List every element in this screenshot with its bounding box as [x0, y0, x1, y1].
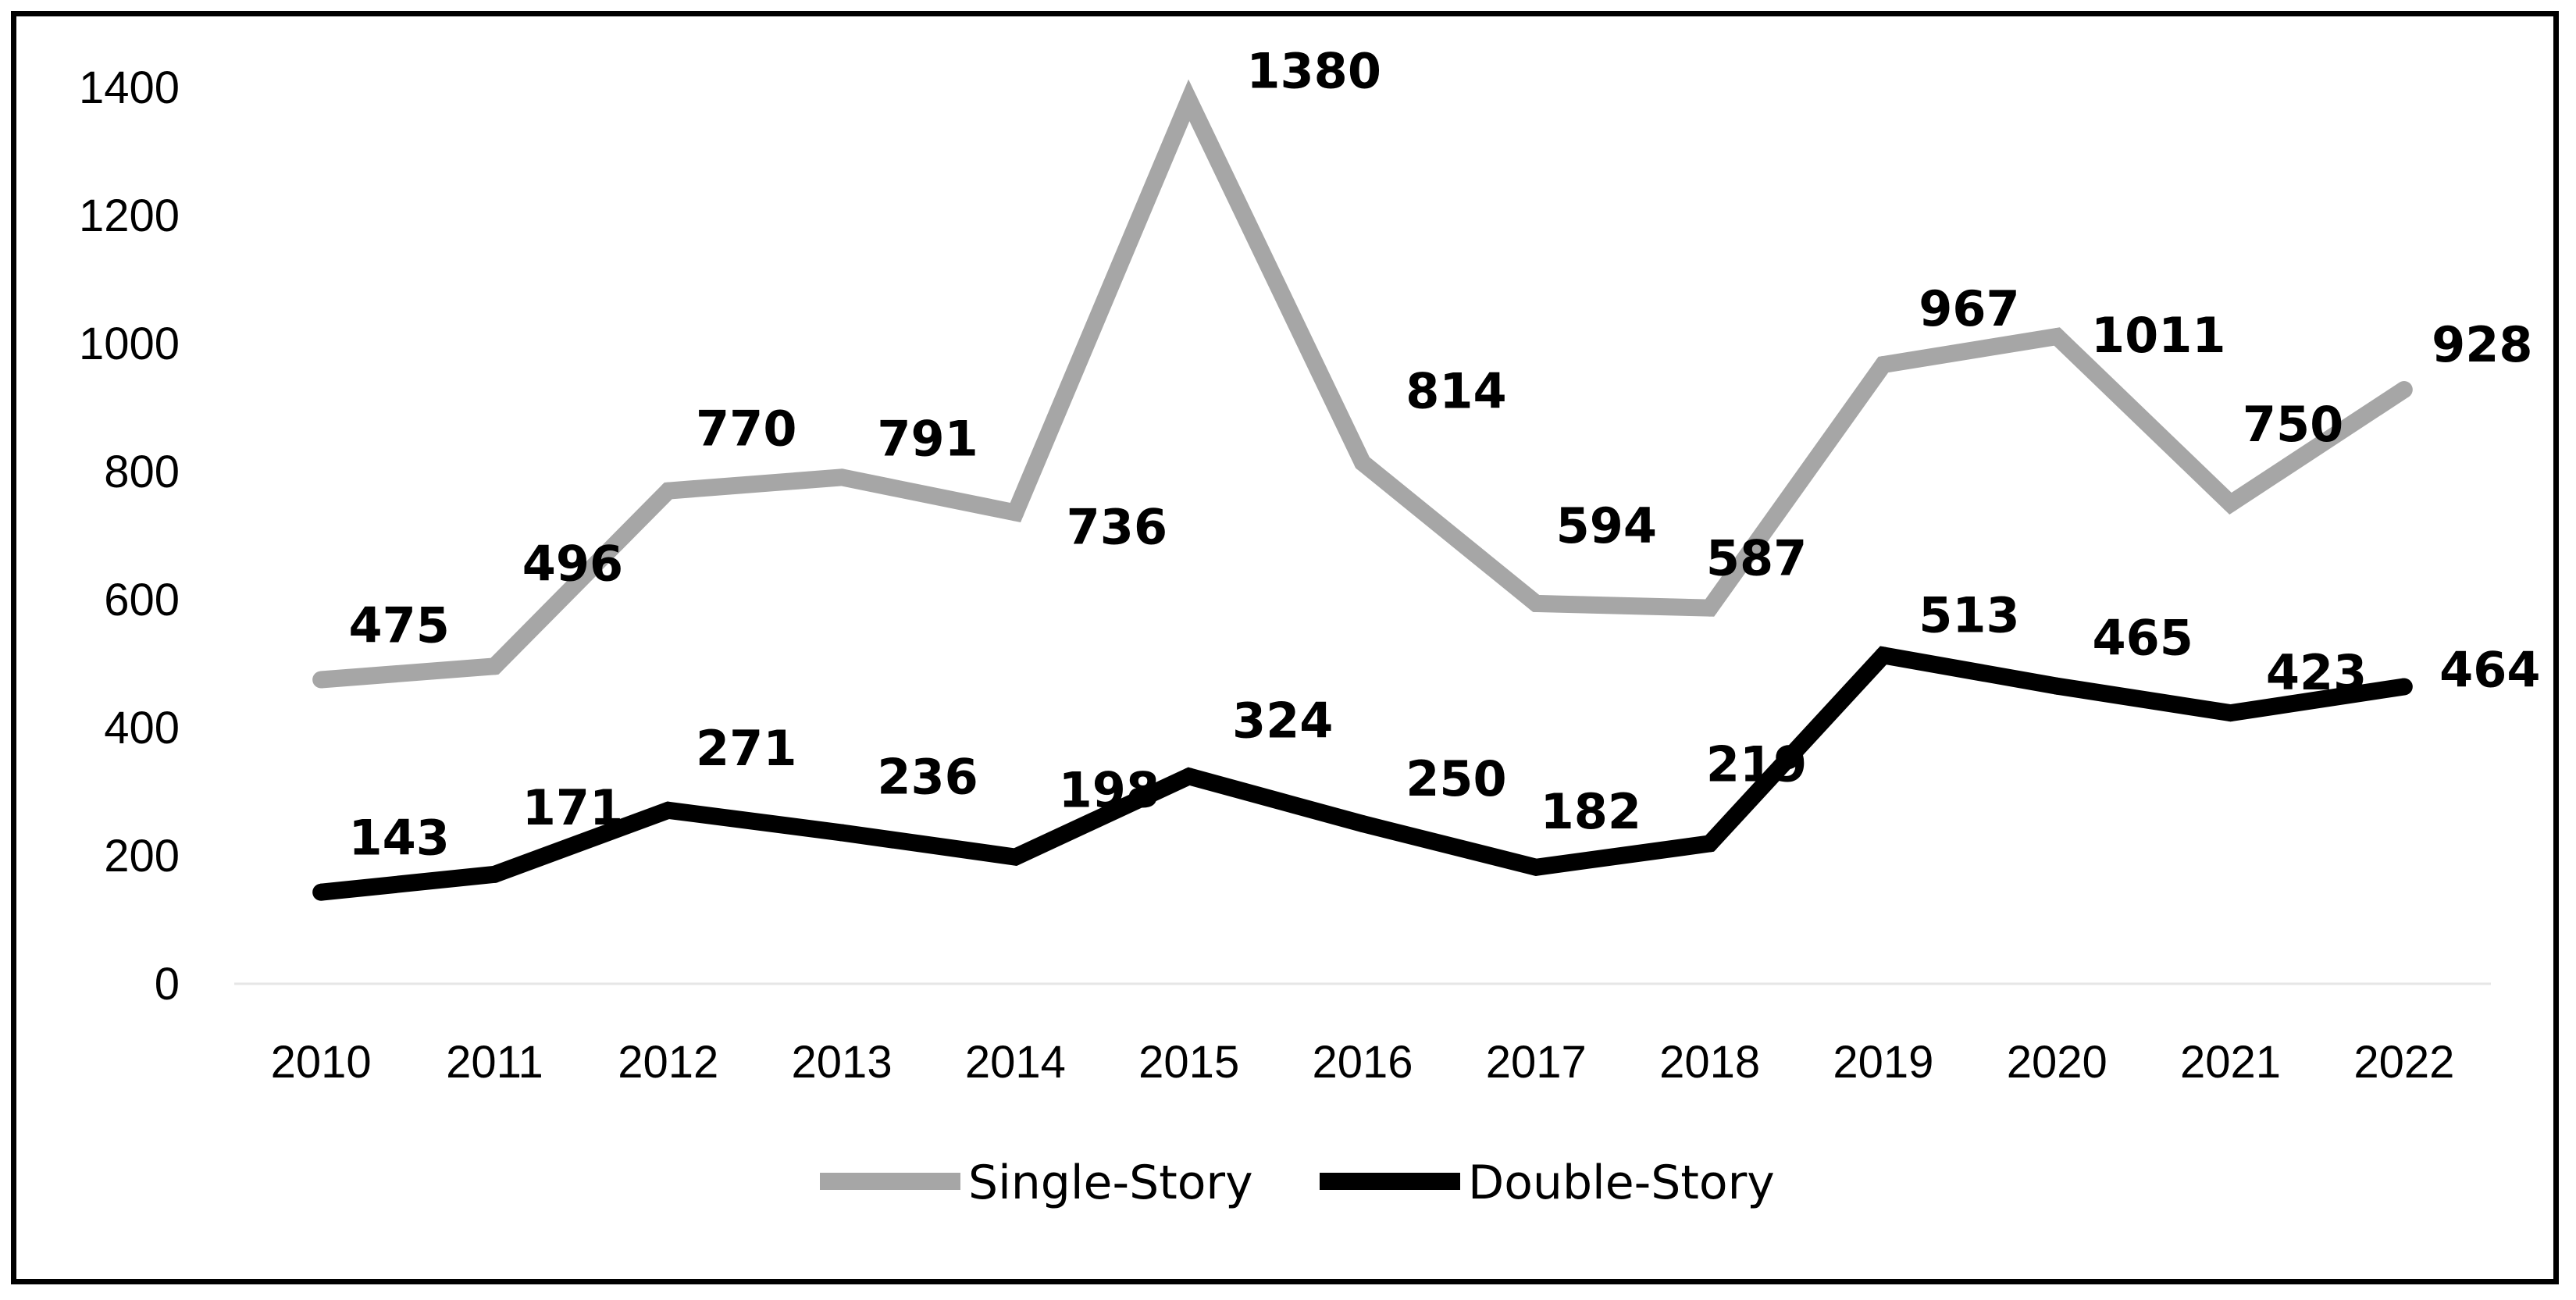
- data-label: 143: [348, 810, 449, 867]
- data-point: [2395, 678, 2413, 696]
- data-label: 770: [696, 401, 796, 458]
- data-point: [1874, 356, 1892, 374]
- data-point: [1354, 454, 1371, 472]
- data-label: 475: [348, 597, 449, 654]
- legend-item-single-story-label: Single-Story: [968, 1156, 1253, 1210]
- data-point: [486, 865, 504, 883]
- x-tick-label: 2013: [792, 1037, 893, 1088]
- data-point: [2221, 495, 2239, 512]
- y-tick-label: 400: [104, 703, 180, 753]
- data-point: [1180, 768, 1198, 785]
- y-tick-label: 600: [104, 575, 180, 625]
- data-label: 219: [1706, 735, 1807, 792]
- data-label: 236: [877, 748, 978, 805]
- x-tick-label: 2014: [965, 1037, 1066, 1088]
- data-point: [833, 824, 851, 842]
- data-label: 791: [877, 410, 978, 467]
- data-label: 736: [1067, 498, 1167, 555]
- data-label: 594: [1556, 497, 1657, 554]
- data-point: [2221, 704, 2239, 722]
- data-point: [1701, 599, 1719, 617]
- data-label: 750: [2243, 396, 2343, 453]
- x-tick-label: 2018: [1659, 1037, 1760, 1088]
- data-label: 171: [522, 779, 623, 836]
- legend-item-double-story-label: Double-Story: [1468, 1156, 1775, 1210]
- y-tick-label: 1000: [79, 319, 180, 369]
- axis-layer: 0 200 400 600 800 1000 1200 1400 2010 2011 2012 201…: [79, 62, 2491, 1088]
- data-label: 1380: [1246, 42, 1381, 99]
- data-point: [1354, 815, 1371, 832]
- data-point: [1527, 594, 1545, 612]
- data-label: 198: [1059, 762, 1160, 819]
- y-tick-label: 1400: [79, 62, 180, 113]
- y-tick-label: 200: [104, 831, 180, 882]
- x-tick-label: 2022: [2353, 1037, 2454, 1088]
- x-tick-label: 2016: [1312, 1037, 1413, 1088]
- data-point: [1180, 91, 1198, 109]
- data-point: [312, 671, 330, 689]
- data-point: [486, 657, 504, 675]
- series-layer: [312, 79, 2413, 901]
- data-point: [1007, 848, 1024, 866]
- data-point: [1527, 858, 1545, 876]
- data-label: 250: [1406, 750, 1506, 807]
- y-tick-label: 800: [104, 447, 180, 497]
- data-label: 182: [1541, 783, 1641, 840]
- data-point: [659, 482, 677, 500]
- data-label: 1011: [2091, 307, 2226, 364]
- data-point: [1701, 835, 1719, 853]
- data-point: [2048, 677, 2066, 695]
- x-tick-label: 2020: [2007, 1037, 2107, 1088]
- y-tick-label: 0: [155, 959, 180, 1010]
- data-label: 271: [696, 720, 796, 777]
- data-label: 513: [1919, 586, 2019, 643]
- data-label: 496: [522, 535, 623, 592]
- x-tick-label: 2011: [446, 1037, 543, 1088]
- data-point: [659, 801, 677, 819]
- x-tick-label: 2015: [1138, 1037, 1239, 1088]
- data-label: 324: [1232, 692, 1333, 749]
- y-tick-label: 1200: [79, 191, 180, 241]
- data-point: [1874, 646, 1892, 664]
- data-point: [2048, 327, 2066, 345]
- data-point: [2395, 381, 2413, 399]
- x-tick-label: 2012: [618, 1037, 718, 1088]
- data-point: [833, 468, 851, 486]
- data-point: [312, 883, 330, 901]
- x-tick-label: 2010: [271, 1037, 372, 1088]
- data-label: 928: [2432, 316, 2532, 373]
- x-tick-label: 2021: [2180, 1037, 2281, 1088]
- data-label: 814: [1406, 363, 1506, 420]
- data-label: 587: [1706, 530, 1807, 587]
- x-tick-label: 2019: [1833, 1037, 1933, 1088]
- data-label-layer: 475 496 770 791 736 1380 814 594 587 967 1011 750 92…: [348, 42, 2540, 866]
- data-label: 465: [2093, 610, 2193, 667]
- series-line-single-story: [320, 79, 2409, 689]
- legend: Single-Story Double-Story: [820, 1156, 1775, 1210]
- data-label: 423: [2266, 644, 2367, 701]
- x-tick-label: 2017: [1486, 1037, 1587, 1088]
- data-label: 967: [1919, 280, 2019, 337]
- series-line-double-story: [320, 646, 2406, 901]
- data-label: 464: [2439, 642, 2540, 699]
- data-point: [1007, 504, 1024, 522]
- chart-frame: [11, 11, 2559, 1284]
